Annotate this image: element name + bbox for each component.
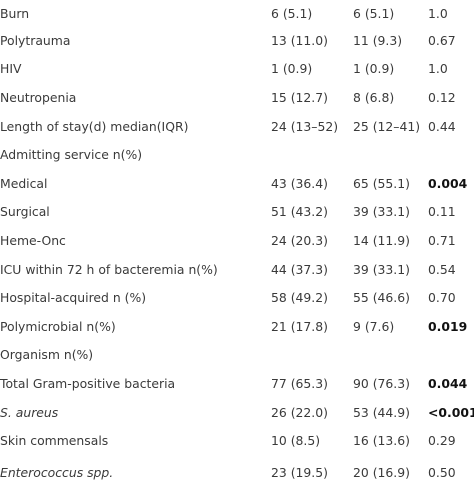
group2-value: 11 (9.3) [353,32,403,48]
p-value-significant: 0.019 [428,318,468,334]
p-value: 0.44 [428,118,456,134]
row-label: Enterococcus spp. [0,464,114,480]
row-label: Heme-Onc [0,232,66,248]
group1-value: 58 (49.2) [271,290,328,306]
table-row: Neutropenia 15 (12.7) 8 (6.8) 0.12 [0,83,474,112]
group1-value: 24 (13–52) [271,118,339,134]
group1-value: 1 (0.9) [271,61,313,77]
table-row: Polymicrobial n(%) 21 (17.8) 9 (7.6) 0.0… [0,312,474,341]
group1-value: 51 (43.2) [271,204,328,220]
p-value: 0.50 [428,464,456,480]
section-header-row: Organism n(%) [0,341,474,370]
group1-value: 26 (22.0) [271,404,328,420]
row-label: Neutropenia [0,89,77,105]
group1-value: 24 (20.3) [271,232,328,248]
table-row: S. aureus 26 (22.0) 53 (44.9) <0.001 [0,398,474,427]
p-value [428,140,474,169]
row-label: Length of stay(d) median(IQR) [0,118,189,134]
p-value-significant: <0.001 [428,404,474,420]
p-value-significant: 0.044 [428,375,468,391]
p-value: 0.11 [428,204,456,220]
group1-value [271,140,353,169]
row-label: Hospital-acquired n (%) [0,290,147,306]
group2-value: 8 (6.8) [353,89,395,105]
table-row: Surgical 51 (43.2) 39 (33.1) 0.11 [0,198,474,227]
section-header: Organism n(%) [0,347,94,363]
group1-value: 6 (5.1) [271,6,313,21]
group1-value: 21 (17.8) [271,318,328,334]
table-row: HIV 1 (0.9) 1 (0.9) 1.0 [0,55,474,84]
table-row: Total Gram-positive bacteria 77 (65.3) 9… [0,369,474,398]
group1-value: 77 (65.3) [271,375,328,391]
group2-value: 9 (7.6) [353,318,395,334]
p-value: 0.71 [428,232,456,248]
p-value: 0.67 [428,32,456,48]
group1-value [271,341,353,370]
group2-value: 16 (13.6) [353,433,410,449]
group2-value: 39 (33.1) [353,261,410,277]
row-label: Skin commensals [0,433,109,449]
group2-value: 65 (55.1) [353,175,410,191]
row-label: Surgical [0,204,50,220]
row-label: Polytrauma [0,32,71,48]
p-value: 1.0 [428,6,448,21]
table-row: Medical 43 (36.4) 65 (55.1) 0.004 [0,169,474,198]
group1-value: 23 (19.5) [271,464,328,480]
group2-value: 39 (33.1) [353,204,410,220]
table-row: Burn 6 (5.1) 6 (5.1) 1.0 [0,0,474,26]
group1-value: 43 (36.4) [271,175,328,191]
group2-value: 20 (16.9) [353,464,410,480]
group2-value: 90 (76.3) [353,375,410,391]
table-row: Length of stay(d) median(IQR) 24 (13–52)… [0,112,474,141]
row-label: ICU within 72 h of bacteremia n(%) [0,261,218,277]
p-value: 1.0 [428,61,448,77]
group2-value: 25 (12–41) [353,118,421,134]
table-row: Enterococcus spp. 23 (19.5) 20 (16.9) 0.… [0,455,474,484]
section-header: Admitting service n(%) [0,147,143,163]
table-row: Heme-Onc 24 (20.3) 14 (11.9) 0.71 [0,226,474,255]
group2-value: 1 (0.9) [353,61,395,77]
p-value: 0.54 [428,261,456,277]
table-row: Polytrauma 13 (11.0) 11 (9.3) 0.67 [0,26,474,55]
table-row: Skin commensals 10 (8.5) 16 (13.6) 0.29 [0,426,474,455]
section-header-row: Admitting service n(%) [0,140,474,169]
p-value: 0.70 [428,290,456,306]
row-label: Burn [0,6,30,21]
group2-value: 14 (11.9) [353,232,410,248]
p-value-significant: 0.004 [428,175,468,191]
row-label: S. aureus [0,404,59,420]
row-label: Medical [0,175,48,191]
row-label: HIV [0,61,22,77]
group1-value: 44 (37.3) [271,261,328,277]
p-value: 0.12 [428,89,456,105]
row-label: Polymicrobial n(%) [0,318,116,334]
group2-value: 55 (46.6) [353,290,410,306]
p-value: 0.29 [428,433,456,449]
group2-value [353,140,428,169]
table-row: ICU within 72 h of bacteremia n(%) 44 (3… [0,255,474,284]
group1-value: 10 (8.5) [271,433,321,449]
group1-value: 15 (12.7) [271,89,328,105]
p-value [428,341,474,370]
group2-value [353,341,428,370]
group1-value: 13 (11.0) [271,32,328,48]
table-row: Hospital-acquired n (%) 58 (49.2) 55 (46… [0,283,474,312]
group2-value: 53 (44.9) [353,404,410,420]
group2-value: 6 (5.1) [353,6,395,21]
row-label: Total Gram-positive bacteria [0,375,176,391]
